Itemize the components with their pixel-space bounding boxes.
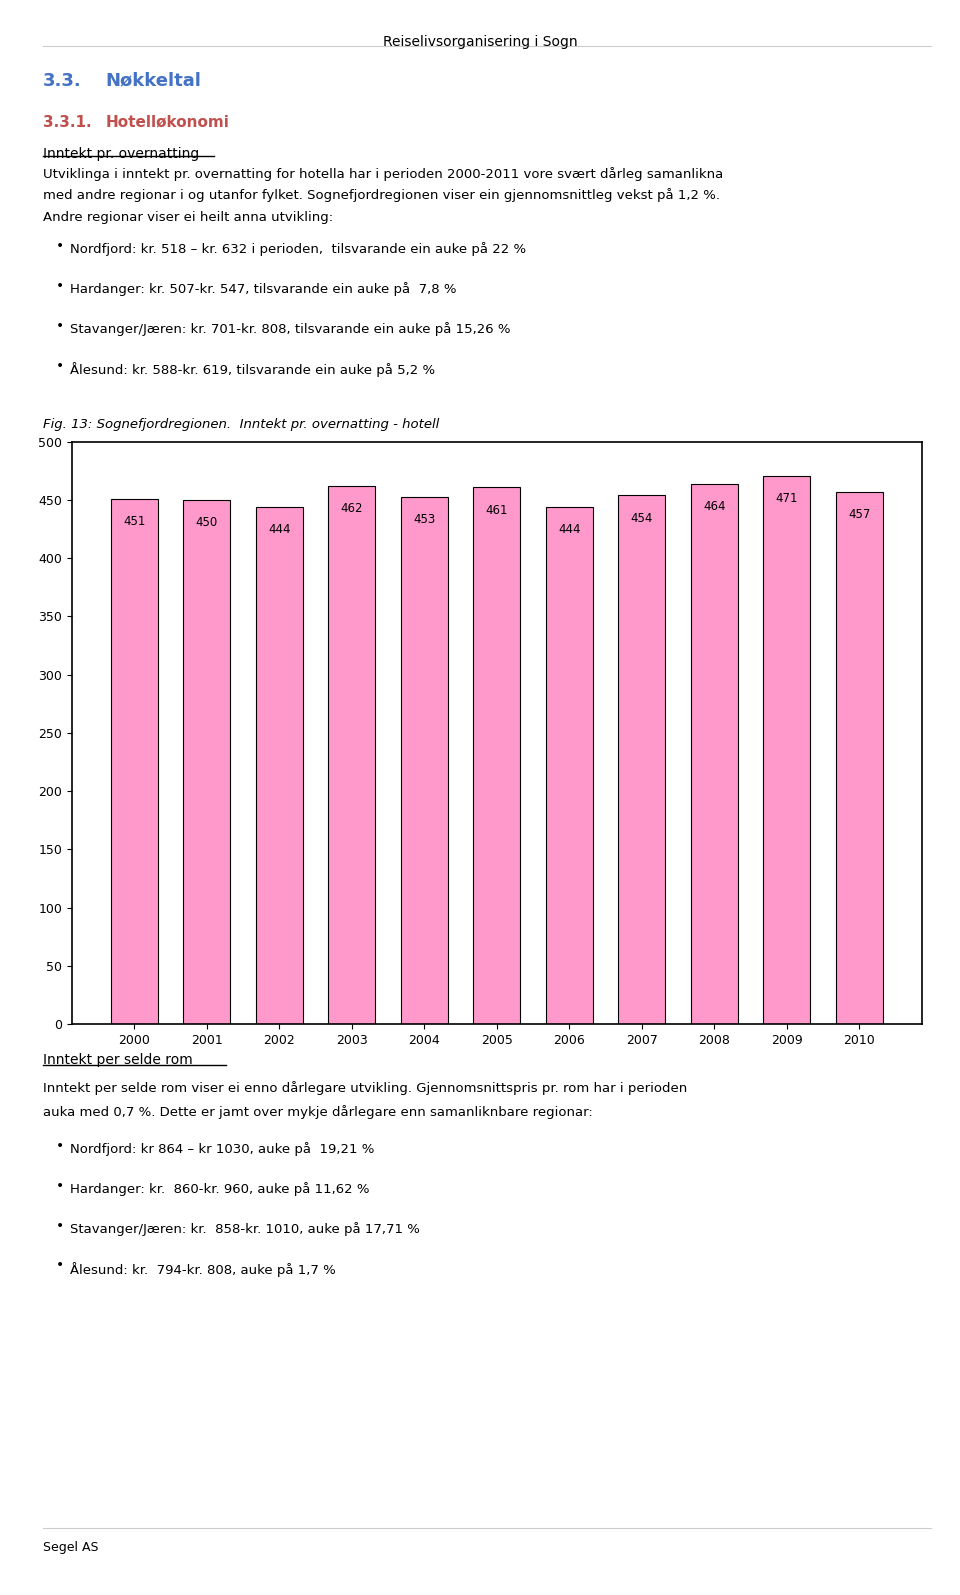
Text: Nordfjord: kr. 518 – kr. 632 i perioden,  tilsvarande ein auke på 22 %: Nordfjord: kr. 518 – kr. 632 i perioden,… bbox=[70, 242, 526, 257]
Bar bbox=[110, 499, 157, 1024]
Text: 450: 450 bbox=[196, 517, 218, 530]
Text: •: • bbox=[56, 239, 64, 254]
Text: auka med 0,7 %. Dette er jamt over mykje dårlegare enn samanliknbare regionar:: auka med 0,7 %. Dette er jamt over mykje… bbox=[43, 1105, 593, 1120]
Text: 18: 18 bbox=[872, 1550, 893, 1566]
Bar bbox=[545, 507, 593, 1024]
Text: •: • bbox=[56, 1179, 64, 1193]
Text: med andre regionar i og utanfor fylket. Sognefjordregionen viser ein gjennomsnit: med andre regionar i og utanfor fylket. … bbox=[43, 188, 720, 203]
Text: •: • bbox=[56, 1258, 64, 1273]
Bar bbox=[328, 486, 375, 1024]
Bar bbox=[473, 486, 520, 1024]
Text: Nordfjord: kr 864 – kr 1030, auke på  19,21 %: Nordfjord: kr 864 – kr 1030, auke på 19,… bbox=[70, 1142, 374, 1156]
Text: Segel AS: Segel AS bbox=[43, 1541, 99, 1554]
Bar bbox=[836, 491, 883, 1024]
Text: 453: 453 bbox=[413, 514, 436, 526]
Text: Nøkkeltal: Nøkkeltal bbox=[106, 72, 202, 89]
Text: 451: 451 bbox=[123, 515, 145, 528]
Text: Ålesund: kr.  794-kr. 808, auke på 1,7 %: Ålesund: kr. 794-kr. 808, auke på 1,7 % bbox=[70, 1262, 336, 1276]
Bar bbox=[400, 496, 448, 1024]
Text: 464: 464 bbox=[703, 501, 726, 514]
Text: 461: 461 bbox=[486, 504, 508, 517]
Text: Fig. 13: Sognefjordregionen.  Inntekt pr. overnatting - hotell: Fig. 13: Sognefjordregionen. Inntekt pr.… bbox=[43, 418, 440, 431]
Text: Ålesund: kr. 588-kr. 619, tilsvarande ein auke på 5,2 %: Ålesund: kr. 588-kr. 619, tilsvarande ei… bbox=[70, 362, 435, 376]
Text: 454: 454 bbox=[631, 512, 653, 525]
Text: •: • bbox=[56, 279, 64, 293]
Text: Hardanger: kr.  860-kr. 960, auke på 11,62 %: Hardanger: kr. 860-kr. 960, auke på 11,6… bbox=[70, 1182, 370, 1196]
Text: Andre regionar viser ei heilt anna utvikling:: Andre regionar viser ei heilt anna utvik… bbox=[43, 211, 333, 223]
Text: 444: 444 bbox=[268, 523, 291, 536]
Text: 3.3.: 3.3. bbox=[43, 72, 82, 89]
Text: 462: 462 bbox=[341, 502, 363, 515]
Bar bbox=[691, 483, 738, 1024]
Text: •: • bbox=[56, 1219, 64, 1233]
Text: Reiselivsorganisering i Sogn: Reiselivsorganisering i Sogn bbox=[383, 35, 577, 49]
Text: Stavanger/Jæren: kr.  858-kr. 1010, auke på 17,71 %: Stavanger/Jæren: kr. 858-kr. 1010, auke … bbox=[70, 1222, 420, 1236]
Text: 471: 471 bbox=[776, 491, 798, 506]
Text: •: • bbox=[56, 319, 64, 333]
Text: Utviklinga i inntekt pr. overnatting for hotella har i perioden 2000-2011 vore s: Utviklinga i inntekt pr. overnatting for… bbox=[43, 167, 724, 182]
Text: 3.3.1.: 3.3.1. bbox=[43, 115, 92, 129]
Text: Inntekt per selde rom: Inntekt per selde rom bbox=[43, 1053, 193, 1067]
Text: 444: 444 bbox=[558, 523, 581, 536]
Text: Inntekt per selde rom viser ei enno dårlegare utvikling. Gjennomsnittspris pr. r: Inntekt per selde rom viser ei enno dårl… bbox=[43, 1081, 687, 1096]
Text: Hardanger: kr. 507-kr. 547, tilsvarande ein auke på  7,8 %: Hardanger: kr. 507-kr. 547, tilsvarande … bbox=[70, 282, 457, 297]
Text: Stavanger/Jæren: kr. 701-kr. 808, tilsvarande ein auke på 15,26 %: Stavanger/Jæren: kr. 701-kr. 808, tilsva… bbox=[70, 322, 511, 337]
Text: •: • bbox=[56, 359, 64, 373]
Text: Hotelløkonomi: Hotelløkonomi bbox=[106, 115, 229, 129]
Bar bbox=[763, 475, 810, 1024]
Text: •: • bbox=[56, 1139, 64, 1153]
Text: 457: 457 bbox=[849, 509, 871, 522]
Bar bbox=[255, 507, 302, 1024]
Bar bbox=[183, 501, 230, 1024]
Bar bbox=[618, 496, 665, 1024]
Text: Inntekt pr. overnatting: Inntekt pr. overnatting bbox=[43, 147, 200, 161]
